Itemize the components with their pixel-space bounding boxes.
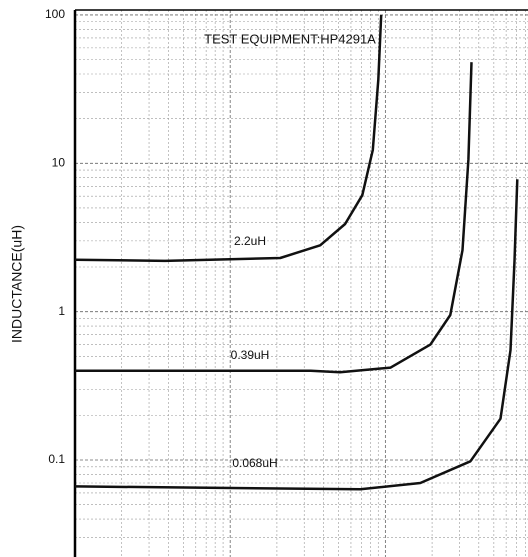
legend-label: 0.39uH: [231, 348, 270, 362]
y-tick-label: 1: [58, 304, 65, 318]
y-tick-label: 0.1: [48, 452, 65, 466]
y-tick-label: 10: [52, 155, 66, 169]
legend-label: 0.068uH: [232, 456, 277, 470]
curve: [75, 62, 473, 374]
y-tick-label: 100: [45, 7, 65, 21]
curve: [74, 179, 519, 491]
plot: 0.1 1 10 100 2.2uH 0.39uH 0.068uH: [45, 7, 528, 557]
legend-label: 2.2uH: [234, 234, 266, 248]
y-axis-label: INDUCTANCE(uH): [9, 225, 25, 343]
curve: [74, 14, 383, 263]
chart-title: TEST EQUIPMENT:HP4291A: [204, 31, 376, 46]
